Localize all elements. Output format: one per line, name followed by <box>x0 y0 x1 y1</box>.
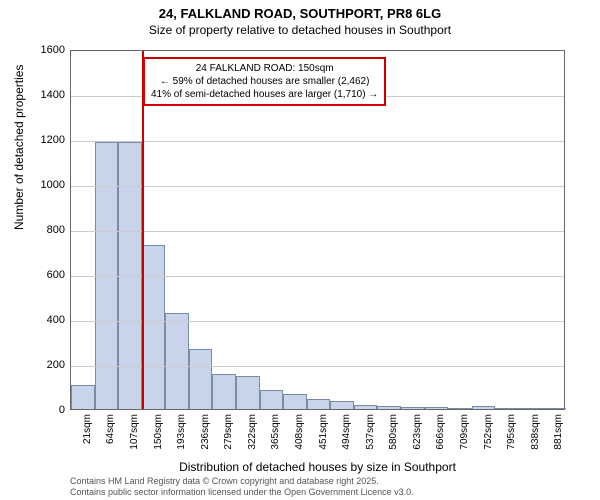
histogram-bar <box>142 245 166 409</box>
ytick-label: 600 <box>25 269 65 281</box>
histogram-bar <box>354 405 378 410</box>
footer-line2: Contains public sector information licen… <box>70 487 414 498</box>
ytick-label: 200 <box>25 359 65 371</box>
histogram-bar <box>236 376 260 409</box>
footer-line1: Contains HM Land Registry data © Crown c… <box>70 476 414 487</box>
xtick-label: 408sqm <box>294 414 305 464</box>
xtick-label: 451sqm <box>318 414 329 464</box>
histogram-bar <box>283 394 307 409</box>
xtick-label: 236sqm <box>200 414 211 464</box>
gridline <box>71 276 564 277</box>
gridline <box>71 366 564 367</box>
chart-title: 24, FALKLAND ROAD, SOUTHPORT, PR8 6LG <box>0 0 600 21</box>
histogram-bar <box>448 408 472 409</box>
ytick-label: 400 <box>25 314 65 326</box>
xtick-label: 752sqm <box>483 414 494 464</box>
histogram-bar <box>189 349 213 409</box>
chart-subtitle: Size of property relative to detached ho… <box>0 21 600 37</box>
xtick-label: 795sqm <box>506 414 517 464</box>
histogram-bar <box>165 313 189 409</box>
xtick-label: 709sqm <box>459 414 470 464</box>
histogram-bar <box>401 407 425 409</box>
xtick-label: 881sqm <box>553 414 564 464</box>
annotation-box: 24 FALKLAND ROAD: 150sqm ← 59% of detach… <box>143 57 386 106</box>
footer-attribution: Contains HM Land Registry data © Crown c… <box>70 476 414 498</box>
ytick-label: 1400 <box>25 89 65 101</box>
ytick-label: 1600 <box>25 44 65 56</box>
plot-area: 24 FALKLAND ROAD: 150sqm ← 59% of detach… <box>70 50 565 410</box>
xtick-label: 193sqm <box>176 414 187 464</box>
histogram-bar <box>330 401 354 409</box>
ytick-label: 1200 <box>25 134 65 146</box>
annotation-line3: 41% of semi-detached houses are larger (… <box>151 88 378 101</box>
histogram-bar <box>495 408 519 409</box>
ytick-label: 1000 <box>25 179 65 191</box>
histogram-bar <box>542 408 566 409</box>
gridline <box>71 231 564 232</box>
histogram-bar <box>260 390 284 409</box>
gridline <box>71 321 564 322</box>
xtick-label: 365sqm <box>270 414 281 464</box>
xtick-label: 21sqm <box>82 414 93 464</box>
chart-container: 24, FALKLAND ROAD, SOUTHPORT, PR8 6LG Si… <box>0 0 600 500</box>
gridline <box>71 186 564 187</box>
xtick-label: 107sqm <box>129 414 140 464</box>
xtick-label: 322sqm <box>247 414 258 464</box>
gridline <box>71 141 564 142</box>
xtick-label: 666sqm <box>435 414 446 464</box>
histogram-bar <box>71 385 95 409</box>
xtick-label: 623sqm <box>412 414 423 464</box>
ytick-label: 0 <box>25 404 65 416</box>
xtick-label: 494sqm <box>341 414 352 464</box>
xtick-label: 150sqm <box>153 414 164 464</box>
annotation-line2: ← 59% of detached houses are smaller (2,… <box>151 75 378 88</box>
histogram-bar <box>307 399 331 409</box>
ytick-label: 800 <box>25 224 65 236</box>
histogram-bar <box>519 408 543 409</box>
xtick-label: 64sqm <box>105 414 116 464</box>
histogram-bar <box>212 374 236 409</box>
xtick-label: 838sqm <box>530 414 541 464</box>
y-axis-label: Number of detached properties <box>12 65 26 230</box>
chart-area: 24 FALKLAND ROAD: 150sqm ← 59% of detach… <box>70 50 565 410</box>
annotation-line1: 24 FALKLAND ROAD: 150sqm <box>151 62 378 75</box>
histogram-bar <box>377 406 401 409</box>
xtick-label: 580sqm <box>388 414 399 464</box>
xtick-label: 537sqm <box>365 414 376 464</box>
histogram-bar <box>472 406 496 409</box>
x-axis-label: Distribution of detached houses by size … <box>70 460 565 474</box>
histogram-bar <box>425 407 449 409</box>
xtick-label: 279sqm <box>223 414 234 464</box>
